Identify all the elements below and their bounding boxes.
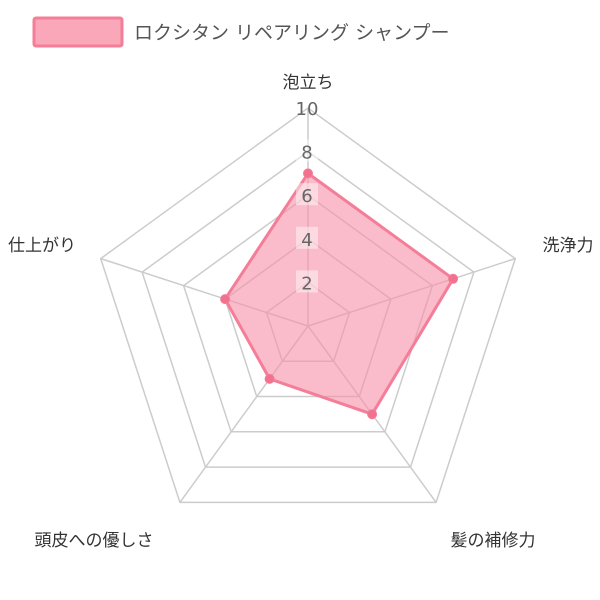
tick-label-bg — [296, 270, 318, 293]
axis-label: 泡立ち — [283, 73, 334, 93]
tick-label: 6 — [301, 186, 312, 207]
tick-label: 10 — [296, 99, 319, 120]
grid-ring — [141, 150, 475, 468]
tick-label: 2 — [301, 273, 312, 294]
axis-label: 洗浄力 — [543, 236, 594, 256]
axis-label: 髪の補修力 — [451, 531, 536, 551]
tick-label: 4 — [301, 230, 312, 251]
axis-label: 仕上がり — [8, 236, 76, 256]
tick-labels: 2 4 6 8 10 — [296, 99, 319, 294]
tick-label-bg — [296, 226, 318, 249]
data-point[interactable] — [303, 168, 313, 179]
tick-label-bg — [296, 183, 318, 206]
tick-label-bg — [296, 139, 318, 162]
data-point[interactable] — [367, 409, 378, 420]
tick-label: 8 — [301, 143, 312, 164]
data-point[interactable] — [448, 273, 459, 284]
series-area — [223, 171, 455, 416]
series-layer — [220, 168, 459, 420]
legend[interactable]: ロクシタン リペアリング シャンプー — [32, 16, 450, 48]
legend-label: ロクシタン リペアリング シャンプー — [134, 22, 450, 44]
grid-ring — [99, 107, 517, 504]
data-point[interactable] — [220, 294, 231, 305]
legend-swatch — [32, 16, 124, 48]
axis-label: 頭皮への優しさ — [35, 531, 154, 551]
data-point[interactable] — [264, 373, 275, 384]
